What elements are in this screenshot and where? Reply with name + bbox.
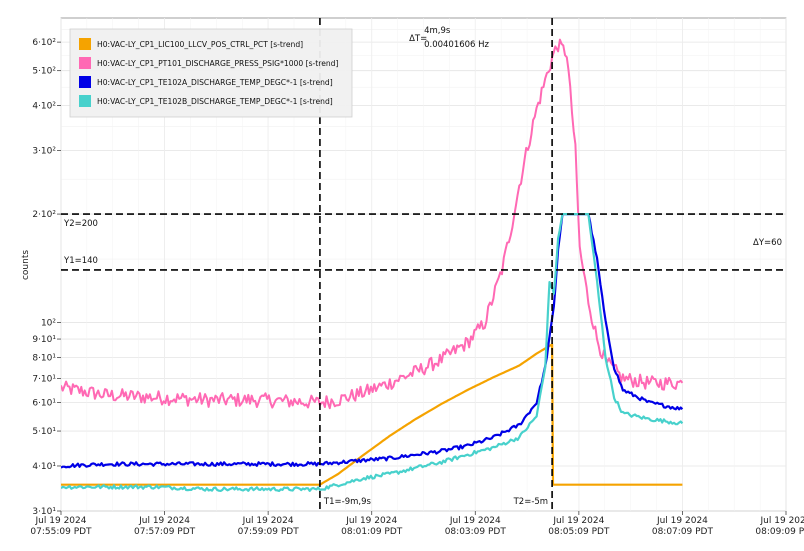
x-tick-label-time: 08:09:09 PDT xyxy=(755,527,804,537)
y-tick-label: 4·10² xyxy=(32,102,56,112)
cursor-t2-label: T2=-5m xyxy=(513,497,548,507)
x-tick-label-time: 08:05:09 PDT xyxy=(548,527,610,537)
cursor-dy-label: ΔY=60 xyxy=(753,238,782,248)
cursor-dt-label: ΔT= xyxy=(409,34,427,44)
legend-swatch xyxy=(79,57,91,69)
cursor-t1-label: T1=-9m,9s xyxy=(323,497,372,507)
y-tick-label: 5·10¹ xyxy=(32,427,56,437)
x-tick-label-date: Jul 19 2024 xyxy=(449,516,501,526)
x-tick-label-date: Jul 19 2024 xyxy=(552,516,604,526)
axes: 3·10¹ 4·10¹ 5·10¹ 6·10¹ 7·10¹ 8·10¹ 9·10¹ 10² 2·… xyxy=(30,38,804,537)
series-line xyxy=(61,38,684,410)
y-tick-label: 5·10² xyxy=(32,67,56,77)
y-tick-label: 9·10¹ xyxy=(32,335,56,345)
x-tick-label-time: 07:59:09 PDT xyxy=(238,527,300,537)
x-tick-label-time: 07:55:09 PDT xyxy=(30,527,92,537)
x-tick-label-date: Jul 19 2024 xyxy=(138,516,190,526)
legend-label: H0:VAC-LY_CP1_PT101_DISCHARGE_PRESS_PSIG… xyxy=(97,59,339,68)
series-line xyxy=(61,343,683,486)
x-tick-label-time: 08:03:09 PDT xyxy=(445,527,507,537)
y-tick-label: 2·10² xyxy=(32,210,56,220)
x-tick-label-date: Jul 19 2024 xyxy=(760,516,804,526)
x-tick-label-time: 07:57:09 PDT xyxy=(134,527,196,537)
y-tick-label: 3·10² xyxy=(32,147,56,157)
x-tick-label-time: 08:01:09 PDT xyxy=(341,527,403,537)
x-tick-label-time: 08:07:09 PDT xyxy=(652,527,714,537)
legend-label: H0:VAC-LY_CP1_LIC100_LLCV_POS_CTRL_PCT [… xyxy=(97,40,303,49)
y-tick-label: 3·10¹ xyxy=(32,507,56,517)
y-tick-label: 7·10¹ xyxy=(32,374,56,384)
x-tick-label-date: Jul 19 2024 xyxy=(345,516,397,526)
cursor-dt-value: 4m,9s xyxy=(424,26,451,36)
y-tick-label: 6·10¹ xyxy=(32,399,56,409)
legend-swatch xyxy=(79,95,91,107)
legend-box xyxy=(69,28,353,118)
cursor-y2-label: Y2=200 xyxy=(63,219,98,229)
legend-swatch xyxy=(79,76,91,88)
x-tick-label-date: Jul 19 2024 xyxy=(656,516,708,526)
legend-label: H0:VAC-LY_CP1_TE102B_DISCHARGE_TEMP_DEGC… xyxy=(97,97,333,106)
legend-swatch xyxy=(79,38,91,50)
cursor-dt-freq: 0.00401606 Hz xyxy=(424,40,489,50)
y-axis-label: counts xyxy=(21,250,31,280)
legend: H0:VAC-LY_CP1_LIC100_LLCV_POS_CTRL_PCT [… xyxy=(69,28,353,118)
x-tick-label-date: Jul 19 2024 xyxy=(35,516,87,526)
y-tick-label: 8·10¹ xyxy=(32,353,56,363)
y-tick-label: 6·10² xyxy=(32,38,56,48)
cursor-y1-label: Y1=140 xyxy=(63,256,98,266)
y-tick-label: 4·10¹ xyxy=(32,462,56,472)
x-tick-label-date: Jul 19 2024 xyxy=(242,516,294,526)
y-tick-label: 10² xyxy=(41,319,56,329)
legend-label: H0:VAC-LY_CP1_TE102A_DISCHARGE_TEMP_DEGC… xyxy=(97,78,333,87)
